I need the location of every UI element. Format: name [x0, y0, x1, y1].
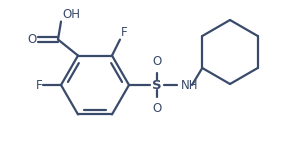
- Text: S: S: [152, 79, 162, 92]
- Text: O: O: [28, 33, 37, 46]
- Text: F: F: [121, 26, 128, 39]
- Text: NH: NH: [181, 79, 198, 92]
- Text: O: O: [152, 55, 162, 68]
- Text: F: F: [36, 79, 42, 92]
- Text: O: O: [152, 102, 162, 115]
- Text: OH: OH: [62, 8, 80, 20]
